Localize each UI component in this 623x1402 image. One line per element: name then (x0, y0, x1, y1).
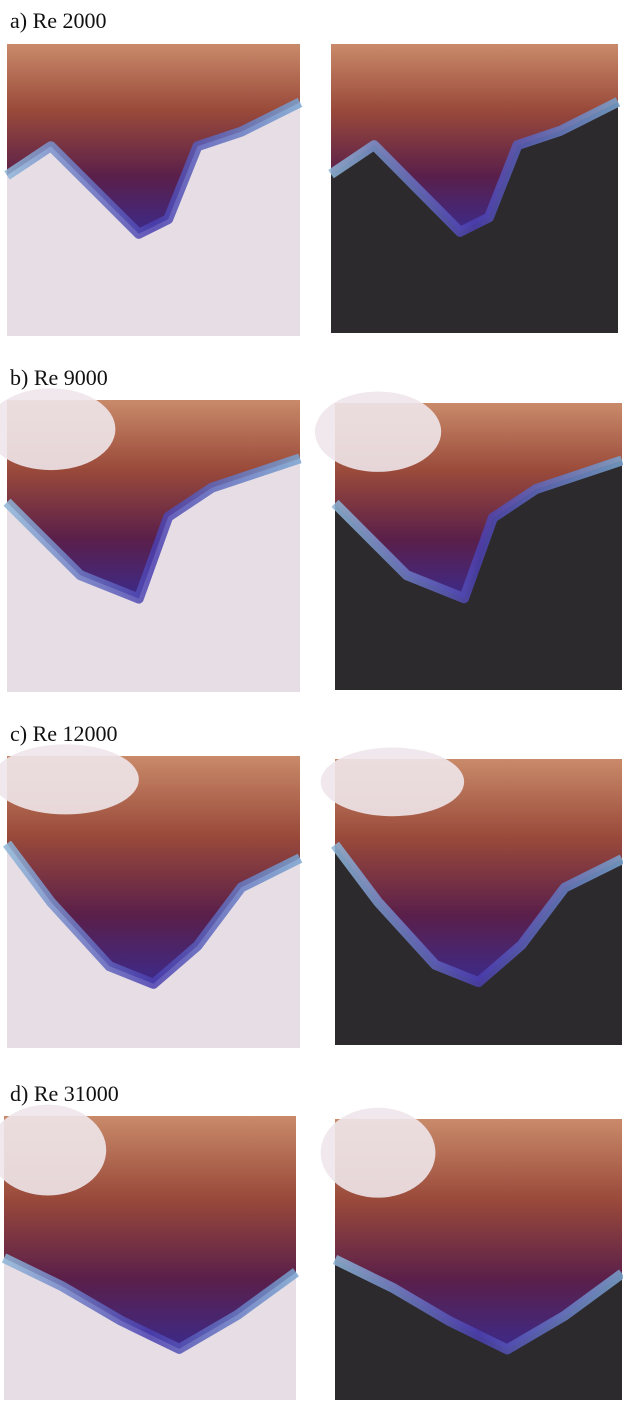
flow-image (0, 1105, 296, 1400)
flow-image (321, 748, 622, 1045)
panel-label: d) Re 31000 (10, 1081, 119, 1106)
light-region (321, 1108, 436, 1198)
light-region (315, 392, 441, 472)
panel-label: a) Re 2000 (10, 8, 107, 33)
panel-label: c) Re 12000 (10, 721, 118, 746)
flow-image (315, 392, 622, 690)
flow-image (0, 388, 300, 692)
flow-image (0, 744, 300, 1048)
flow-image (321, 1108, 622, 1400)
figure: a) Re 2000 b) Re 9000 c) Re 12000 d) Re 310… (0, 0, 623, 1402)
light-region (321, 748, 465, 817)
flow-image (331, 44, 618, 333)
panel-label: b) Re 9000 (10, 365, 108, 390)
flow-image (7, 44, 300, 336)
